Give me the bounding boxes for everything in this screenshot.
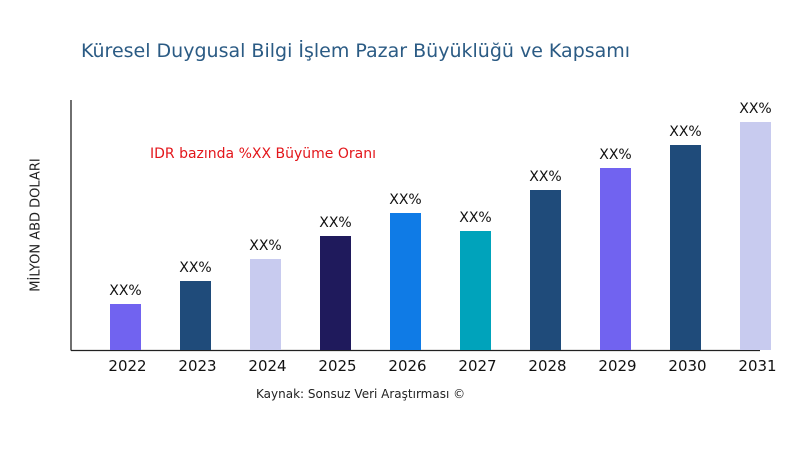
x-tick-label-2027: 2027 bbox=[458, 357, 496, 375]
data-label-2027: XX% bbox=[459, 210, 491, 226]
data-label-2025: XX% bbox=[319, 215, 351, 231]
x-tick-label-2028: 2028 bbox=[528, 357, 566, 375]
bar-2025 bbox=[320, 236, 351, 350]
x-tick-label-2026: 2026 bbox=[388, 357, 426, 375]
bar-2031 bbox=[740, 122, 771, 350]
x-tick-label-2023: 2023 bbox=[178, 357, 216, 375]
bar-2026 bbox=[390, 213, 421, 350]
chart-title: Küresel Duygusal Bilgi İşlem Pazar Büyük… bbox=[81, 40, 631, 62]
x-tick-label-2024: 2024 bbox=[248, 357, 286, 375]
x-tick-label-2031: 2031 bbox=[738, 357, 776, 375]
bar-2027 bbox=[460, 231, 491, 350]
data-label-2030: XX% bbox=[669, 124, 701, 140]
bar-2024 bbox=[250, 259, 281, 350]
x-tick-label-2022: 2022 bbox=[108, 357, 146, 375]
x-tick-label-2025: 2025 bbox=[318, 357, 356, 375]
bar-2029 bbox=[600, 168, 631, 350]
data-label-2022: XX% bbox=[109, 283, 141, 299]
bar-2028 bbox=[530, 190, 561, 350]
bar-2023 bbox=[180, 281, 211, 350]
x-tick-label-2029: 2029 bbox=[598, 357, 636, 375]
bar-2030 bbox=[670, 145, 701, 350]
data-label-2026: XX% bbox=[389, 192, 421, 208]
data-label-2029: XX% bbox=[599, 147, 631, 163]
source-note: Kaynak: Sonsuz Veri Araştırması © bbox=[256, 387, 466, 401]
data-label-2031: XX% bbox=[739, 101, 771, 117]
growth-rate-annotation: IDR bazında %XX Büyüme Oranı bbox=[150, 146, 376, 162]
data-label-2028: XX% bbox=[529, 169, 561, 185]
data-label-2023: XX% bbox=[179, 260, 211, 276]
bar-2022 bbox=[110, 304, 141, 350]
x-tick-label-2030: 2030 bbox=[668, 357, 706, 375]
data-label-2024: XX% bbox=[249, 238, 281, 254]
